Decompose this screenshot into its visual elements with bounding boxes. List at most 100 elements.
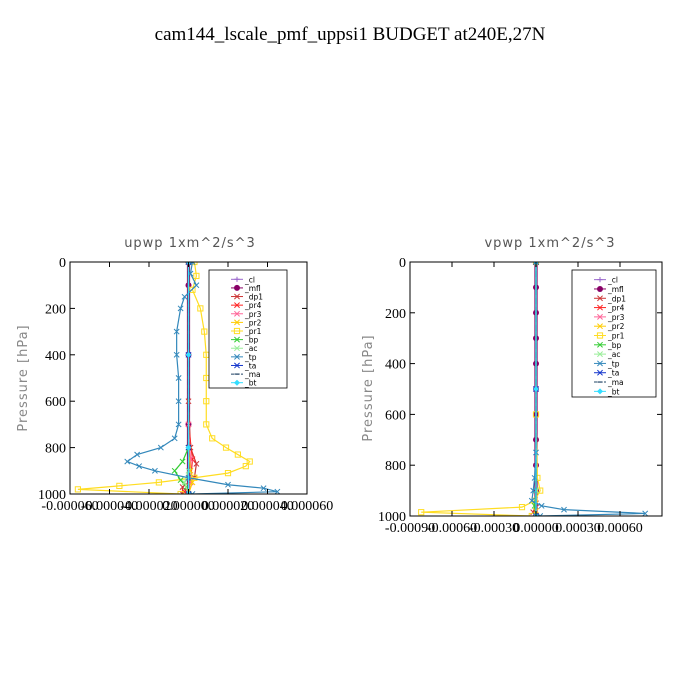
- legend_pr1-label: _pr1: [607, 332, 625, 341]
- x-tick-label: 0.000060: [281, 499, 334, 514]
- legend_bp-marker: [597, 341, 603, 348]
- x-tick-label: 0.000020: [202, 499, 255, 514]
- legend-box: [571, 269, 657, 398]
- series_bp-marker: [177, 477, 184, 484]
- legend_pr1-marker: [233, 327, 241, 335]
- legend_ma-label: _ma: [244, 370, 261, 379]
- legend_ta-label: _ta: [244, 361, 256, 370]
- series_pr1-marker: [234, 451, 241, 458]
- x-tick-label: 0.000040: [241, 499, 294, 514]
- legend_tp-marker: [234, 353, 240, 360]
- y-tick-label: 200: [45, 302, 66, 317]
- series_tp-marker: [528, 497, 535, 504]
- series_pr1-marker: [209, 435, 216, 442]
- legend_ac-label: _ac: [607, 350, 620, 359]
- y-tick-label: 0: [59, 256, 66, 271]
- legend_ac-marker: [597, 351, 603, 358]
- series_pr1-line: [421, 262, 541, 516]
- series_bt-marker: [185, 444, 192, 451]
- series_pr1-marker: [224, 470, 232, 477]
- series_pr1-marker: [518, 504, 526, 511]
- legend_dp1-marker: [597, 295, 603, 302]
- series_pr1-marker: [203, 398, 210, 405]
- legend_dp1-label: _dp1: [607, 294, 626, 303]
- series_tp-marker: [642, 510, 649, 516]
- series_ta-marker: [185, 262, 192, 265]
- legend_mfl-label: _mfl: [607, 285, 624, 294]
- legend_pr2-label: _pr2: [607, 322, 625, 331]
- y-tick-label: 1000: [378, 510, 406, 525]
- legend_pr1-label: _pr1: [244, 327, 262, 336]
- legend_pr4-marker: [597, 304, 603, 311]
- y-tick-label: 200: [385, 307, 406, 322]
- panel-vpwp: vpwp 1xm^2/s^3 Pressure [hPa] 0 200 400 600…: [361, 236, 663, 536]
- legend_ta-marker: [234, 362, 240, 369]
- series_tp-marker: [538, 502, 545, 509]
- legend_pr2-label: _pr2: [244, 318, 262, 327]
- series_bp-line: [173, 262, 190, 494]
- series_pr1-marker: [197, 305, 204, 312]
- series_pr1-marker: [418, 509, 425, 516]
- y-tick-label: 600: [45, 395, 66, 410]
- legend_pr3-marker: [234, 310, 240, 317]
- panel-vpwp-ylabel: Pressure [hPa]: [361, 334, 376, 441]
- series_tp-marker: [193, 282, 200, 289]
- y-tick-label: 400: [385, 358, 406, 373]
- series_tp-marker: [561, 506, 567, 513]
- legend_pr4-label: _pr4: [244, 301, 262, 310]
- series_tp-marker: [175, 375, 182, 381]
- series_tp-marker: [530, 487, 537, 494]
- series_pr1-marker: [189, 286, 196, 293]
- panel-upwp: upwp 1xm^2/s^3 Pressure [hPa] 0 200 400 600…: [16, 236, 333, 514]
- series_tp-marker: [175, 398, 182, 405]
- x-tick-label: 0.00030: [555, 521, 601, 536]
- series_tp-marker: [537, 513, 544, 516]
- legend_bt-label: _bt: [607, 387, 620, 396]
- series_pr1-marker: [74, 486, 82, 493]
- panel-vpwp-plot: 0 200 400 600 800 1000-0.00090-0.00060-0.0003…: [378, 256, 663, 536]
- series_pr1-line: [77, 262, 251, 494]
- series_ta-marker: [533, 513, 539, 516]
- legend_pr4-marker: [234, 302, 240, 309]
- legend_dp1-marker: [234, 293, 240, 300]
- x-tick-label: 0.000000: [162, 499, 215, 514]
- legend_ta-label: _ta: [607, 369, 619, 378]
- series_tp-marker: [134, 451, 141, 458]
- series_pr1-marker: [246, 458, 253, 465]
- y-tick-label: 800: [385, 459, 406, 474]
- series-group: [74, 262, 281, 494]
- series_pr1-marker: [528, 512, 535, 516]
- series_pr1-marker: [537, 487, 544, 494]
- legend_ac-label: _ac: [244, 344, 257, 353]
- y-tick-label: 800: [45, 442, 66, 457]
- series_tp-marker: [225, 481, 231, 488]
- legend_ta-marker: [597, 369, 603, 376]
- legend_pr3-marker: [597, 313, 603, 320]
- x-tick-label: -0.000040: [81, 499, 138, 514]
- x-tick-label: -0.00060: [427, 521, 477, 536]
- legend_ma-label: _ma: [607, 378, 624, 387]
- legend_cl-marker: [234, 276, 240, 282]
- series_ta-marker: [185, 491, 192, 494]
- series_ta-marker: [533, 262, 539, 265]
- series_tp-marker: [157, 444, 164, 451]
- series_tp-marker: [177, 305, 184, 312]
- series_bt-marker: [533, 386, 539, 392]
- series_tp-marker: [124, 458, 131, 465]
- legend_mfl-marker: [597, 285, 603, 292]
- series_bp-marker: [171, 467, 178, 474]
- series_tp-marker: [274, 488, 281, 494]
- x-tick-label: -0.000020: [120, 499, 177, 514]
- legend_bt-marker: [597, 388, 603, 395]
- series_pr1-marker: [116, 482, 123, 489]
- series_tp-marker: [173, 351, 180, 358]
- panel-vpwp-title: vpwp 1xm^2/s^3: [484, 236, 615, 251]
- legend_pr3-label: _pr3: [607, 313, 625, 322]
- series_tp-marker: [171, 435, 178, 442]
- x-tick-label: 0.00060: [597, 521, 643, 536]
- x-tick-label: -0.000060: [41, 499, 98, 514]
- legend_tp-label: _tp: [607, 359, 620, 368]
- legend_pr4-label: _pr4: [607, 304, 625, 313]
- series_tp-marker: [175, 421, 182, 428]
